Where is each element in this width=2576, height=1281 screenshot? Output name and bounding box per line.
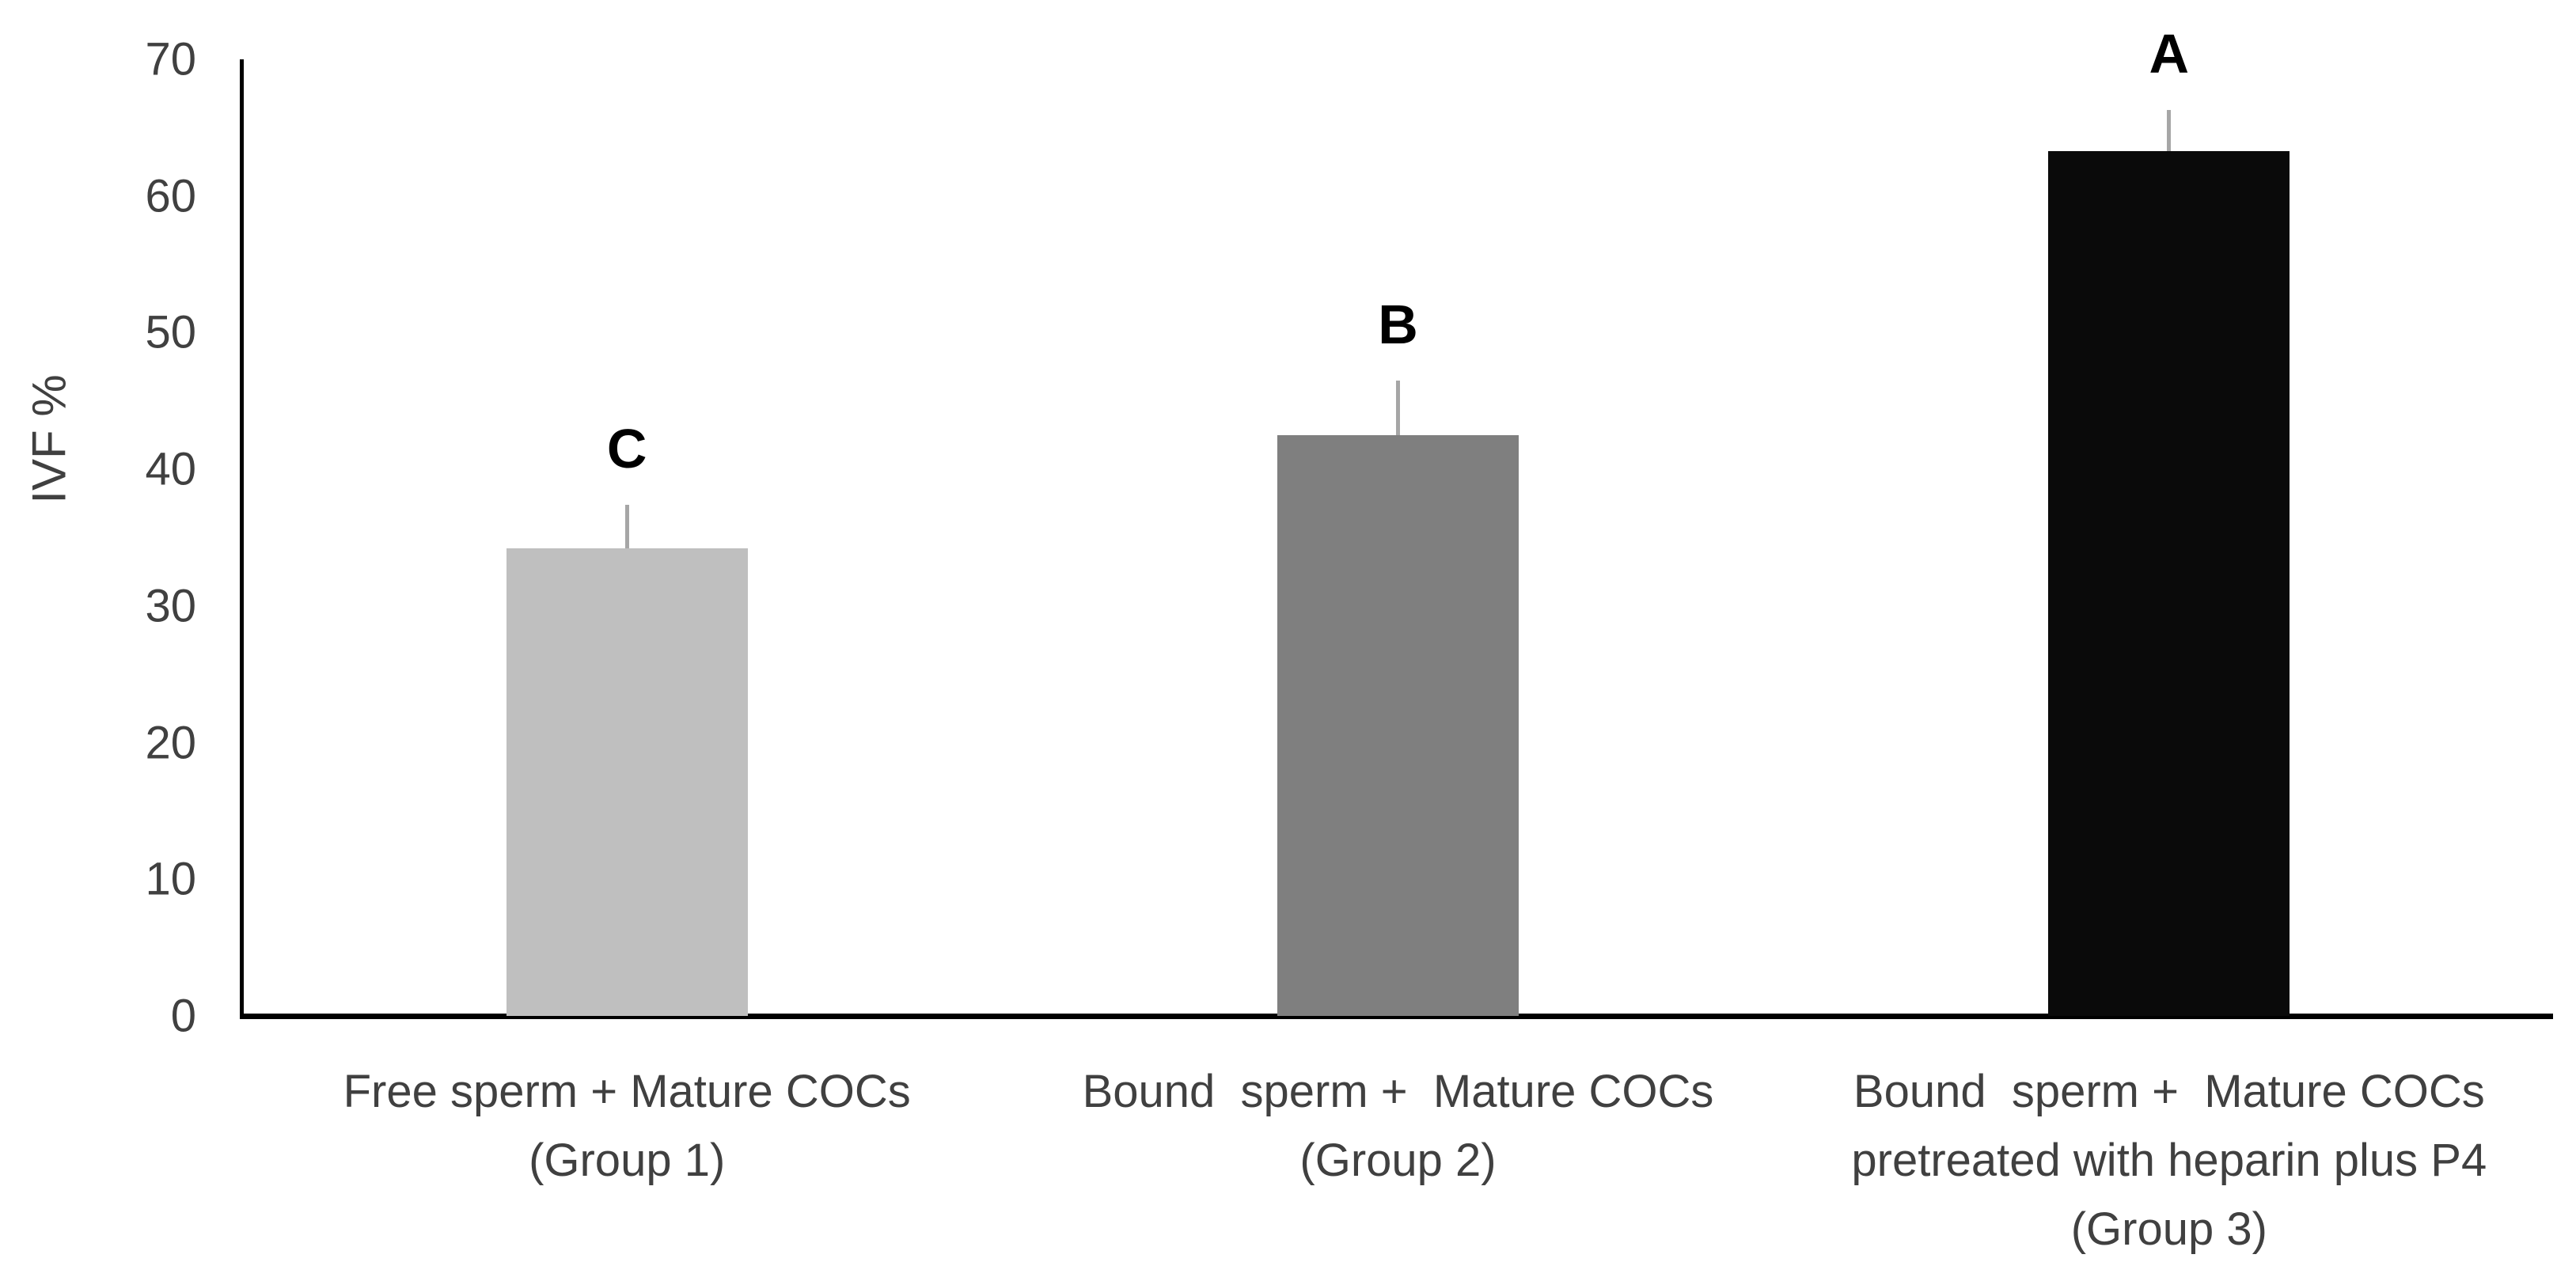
x-label-line: (Group 3) <box>2070 1203 2267 1255</box>
significance-letter: A <box>2149 22 2190 85</box>
x-axis-category-label: Bound sperm + Mature COCs pretreated wit… <box>1784 1057 2555 1264</box>
significance-letter: B <box>1378 293 1418 355</box>
x-label-line: Bound sperm + Mature COCs <box>1082 1066 1714 1117</box>
x-label-line: Bound sperm + Mature COCs <box>1853 1066 2485 1117</box>
x-axis-category-label: Bound sperm + Mature COCs (Group 2) <box>1012 1057 1783 1195</box>
error-bar <box>1395 380 1400 435</box>
x-label-line: pretreated with heparin plus P4 <box>1851 1135 2487 1186</box>
x-label-line: Free sperm + Mature COCs <box>343 1066 911 1117</box>
y-tick-label: 0 <box>170 990 196 1042</box>
y-tick-label: 50 <box>145 306 196 358</box>
y-tick-label: 30 <box>145 580 196 632</box>
y-tick-label: 20 <box>145 717 196 769</box>
y-axis-line <box>239 59 244 1019</box>
bar-group: C <box>241 59 1012 1016</box>
y-tick-label: 70 <box>145 33 196 85</box>
x-axis-line <box>239 1013 2553 1019</box>
bar-group: A <box>1784 26 2555 1016</box>
significance-letter: C <box>606 418 647 480</box>
x-label-line: (Group 2) <box>1299 1135 1497 1186</box>
bar <box>1277 434 1519 1016</box>
error-bar <box>2167 109 2172 151</box>
error-bar <box>624 505 629 549</box>
y-tick-label: 10 <box>145 853 196 905</box>
y-tick-label: 40 <box>145 443 196 495</box>
x-axis-category-label: Free sperm + Mature COCs (Group 1) <box>241 1057 1012 1195</box>
x-label-line: (Group 1) <box>529 1135 726 1186</box>
bar <box>506 548 748 1016</box>
bar-group: B <box>1012 59 1783 1016</box>
bar <box>2048 150 2290 1016</box>
y-tick-label: 60 <box>145 170 196 222</box>
